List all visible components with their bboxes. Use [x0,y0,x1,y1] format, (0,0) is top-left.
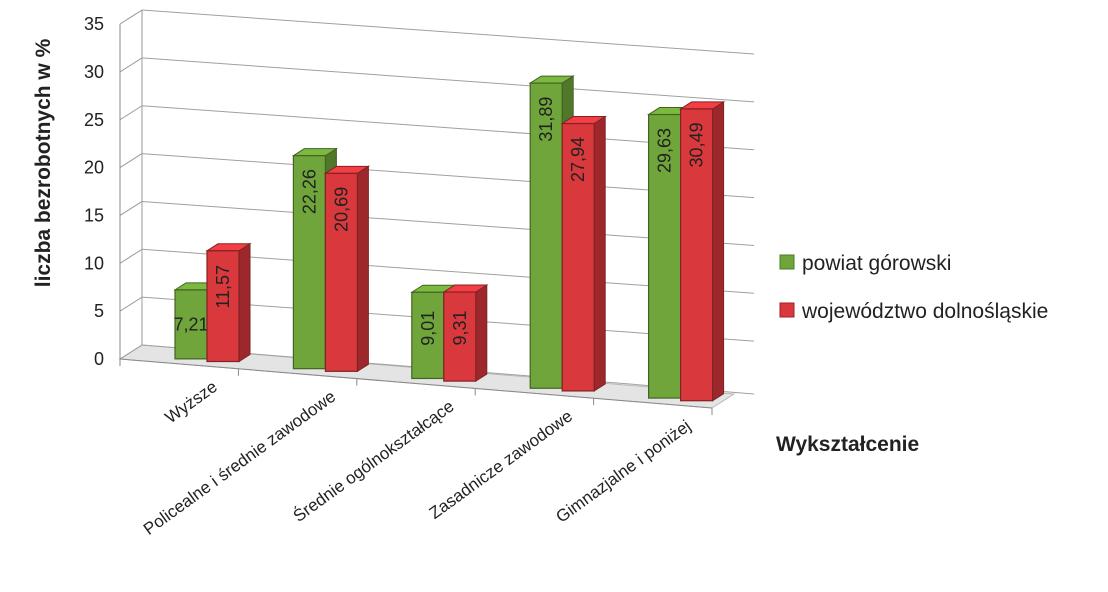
gridline-depth [119,201,143,216]
x-axis-line [119,358,713,409]
bar [443,291,477,382]
bar-side [238,242,251,363]
bar [324,172,358,372]
legend-label-powiat: powiat górowski [802,252,951,275]
y-tick-label: 30 [84,62,104,82]
legend-label-wojewodztwo: województwo dolnośląskie [801,300,1048,323]
gridline-depth [119,296,143,312]
y-tick-label: 15 [84,205,104,225]
bar-side [593,115,606,392]
data-label: 29,63 [655,128,675,173]
gridline [141,9,755,55]
gridline-depth [119,344,143,360]
data-label: 30,49 [687,122,707,167]
data-label: 22,26 [299,169,319,214]
gridline-depth [119,248,143,264]
gridline-depth [119,105,143,121]
data-label: 9,31 [450,311,470,346]
y-tick-label: 20 [84,158,104,178]
y-tick-label: 5 [94,301,104,321]
legend-swatch-wojewodztwo [779,302,795,318]
bar [529,82,563,389]
bar-side [712,101,725,402]
data-label: 9,01 [418,311,438,346]
category-label: Gimnazjalne i poniżej [552,416,694,526]
legend: powiat górowski województwo dolnośląskie [779,252,1048,323]
bar-side [475,284,488,383]
data-label: 7,21 [173,314,208,334]
y-tick-label: 25 [84,110,104,130]
bar [679,108,714,402]
data-label: 11,57 [213,265,233,309]
bar [411,291,445,380]
bar [292,155,326,370]
y-tick-label: 0 [94,349,104,369]
bar-side [356,165,369,373]
gridline-depth [119,9,143,25]
y-tick-label: 35 [84,14,104,34]
bar [561,122,595,392]
bar [206,250,240,363]
data-label: 27,94 [568,137,588,182]
y-axis-label: liczba bezrobotnych w % [32,38,55,287]
category-label: Wyższe [162,377,221,427]
category-label: Zasadnicze zawodowe [426,406,576,522]
y-tick-label: 10 [84,253,104,273]
x-axis-label: Wykształcenie [776,433,919,456]
gridline [141,57,755,103]
gridline-depth [119,57,143,73]
gridline-depth [119,153,143,169]
legend-swatch-powiat [779,254,795,270]
data-label: 20,69 [331,187,351,232]
data-label: 31,89 [536,97,556,142]
y-axis-ticks: 0 5 10 15 20 25 30 35 [84,14,104,369]
